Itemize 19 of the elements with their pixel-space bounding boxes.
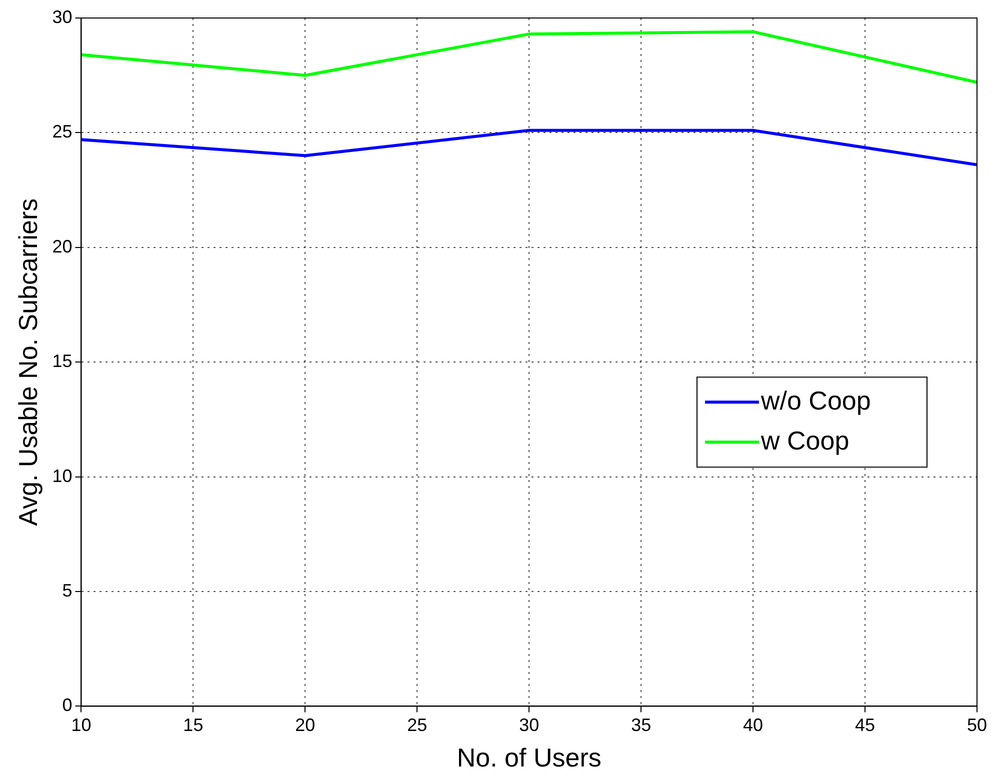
y-tick-label: 10 [52, 466, 72, 486]
x-tick-label: 45 [855, 714, 876, 735]
x-tick-label: 50 [966, 714, 988, 735]
y-tick-label: 15 [52, 351, 72, 372]
x-axis-title: No. of Users [456, 742, 602, 773]
legend-label: w/o Coop [760, 385, 871, 416]
x-tick-label: 20 [295, 714, 316, 735]
x-tick-label: 25 [407, 714, 428, 735]
y-tick-label: 5 [62, 580, 72, 600]
x-tick-label: 40 [743, 714, 764, 735]
x-tick-label: 30 [519, 714, 540, 735]
y-tick-label: 25 [52, 122, 72, 142]
y-tick-label: 30 [52, 6, 72, 27]
y-tick-label: 0 [62, 695, 72, 716]
legend-label: w Coop [760, 425, 850, 456]
x-tick-label: 15 [183, 714, 204, 735]
y-tick-label: 20 [52, 236, 72, 256]
y-axis-title: Avg. Usable No. Subcarriers [12, 198, 43, 526]
x-tick-label: 35 [631, 714, 652, 735]
